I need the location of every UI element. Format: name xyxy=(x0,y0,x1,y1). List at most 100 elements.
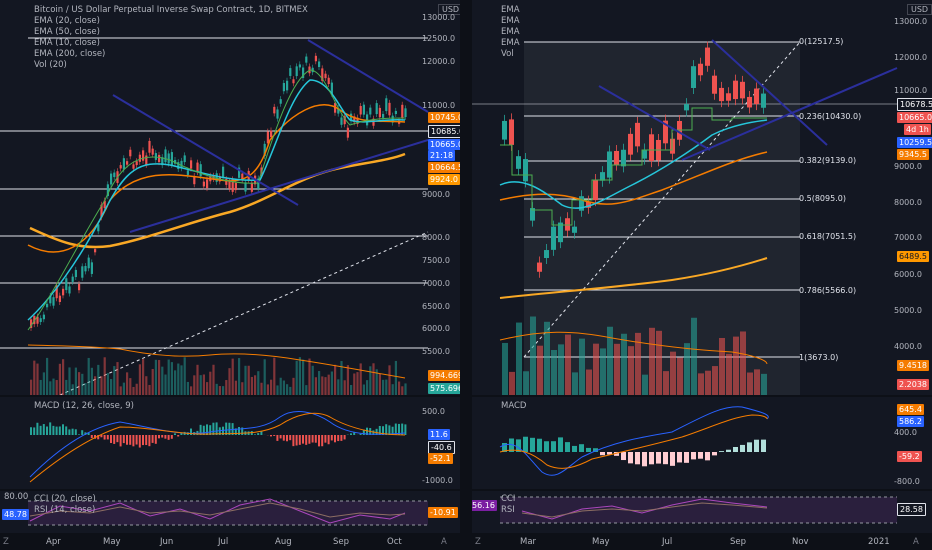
candle xyxy=(404,108,407,118)
right-rsi-legend[interactable]: RSI xyxy=(501,505,515,515)
right-a-button[interactable]: A xyxy=(913,537,919,547)
candle xyxy=(572,226,577,233)
right-countdown-tag: 4d 1h xyxy=(904,124,931,135)
volume-bar xyxy=(523,371,529,395)
left-macd-pane[interactable]: MACD (12, 26, close, 9) 500.0 -1000.0 11… xyxy=(0,397,460,489)
macd-bar xyxy=(202,425,205,435)
volume-bar xyxy=(298,357,301,395)
left-a-button[interactable]: A xyxy=(441,537,447,547)
left-legend-ema20[interactable]: EMA (20, close) xyxy=(34,16,100,26)
left-currency-button[interactable]: USD xyxy=(438,4,460,15)
candle xyxy=(359,106,362,115)
right-price-chart[interactable] xyxy=(472,0,932,395)
fib-level-label: 0.382(9139.0) xyxy=(799,156,857,165)
left-tick: 7000.0 xyxy=(422,279,450,288)
candle xyxy=(100,204,103,218)
candle xyxy=(337,108,340,114)
volume-bar xyxy=(366,380,369,395)
fib-level-label: 0.786(5566.0) xyxy=(799,286,857,295)
volume-bar xyxy=(334,364,337,395)
macd-bar xyxy=(30,427,32,435)
right-legend-ema[interactable]: EMA xyxy=(501,5,520,15)
macd-bar xyxy=(621,452,626,461)
left-legend-vol[interactable]: Vol (20) xyxy=(34,60,67,70)
candle xyxy=(180,160,183,169)
right-macd-chart[interactable] xyxy=(472,397,932,489)
candle xyxy=(46,303,49,308)
left-macd-legend[interactable]: MACD (12, 26, close, 9) xyxy=(34,401,134,411)
candle xyxy=(71,276,74,282)
volume-bar xyxy=(343,380,346,395)
candle xyxy=(231,179,234,192)
left-rsi-legend[interactable]: RSI (14, close) xyxy=(34,505,96,515)
macd-bar xyxy=(372,430,375,435)
macd-bar xyxy=(129,435,132,445)
right-cci-legend[interactable]: CCI xyxy=(501,494,516,504)
macd-bar xyxy=(279,435,282,439)
volume-bar xyxy=(193,375,196,395)
left-legend-ema10[interactable]: EMA (10, close) xyxy=(34,38,100,48)
macd-bar xyxy=(142,435,144,446)
left-macd-chart[interactable] xyxy=(0,397,460,489)
candle xyxy=(740,81,745,99)
candle xyxy=(324,73,327,79)
volume-bar xyxy=(270,379,273,395)
macd-bar xyxy=(151,435,154,443)
right-z-button[interactable]: Z xyxy=(475,537,481,547)
volume-bar xyxy=(712,366,718,395)
left-price-pane[interactable]: Bitcoin / US Dollar Perpetual Inverse Sw… xyxy=(0,0,460,395)
right-time-axis[interactable]: Z Mar May Jul Sep Nov 2021 A xyxy=(472,537,932,550)
right-osc-chart[interactable] xyxy=(472,491,932,533)
right-macd-pane[interactable]: MACD 400.0 -800.0 645.4 586.2 -59.2 xyxy=(472,397,932,489)
candle xyxy=(663,120,668,144)
macd-bar xyxy=(110,435,112,443)
right-macd-tag: 586.2 xyxy=(897,416,924,427)
candle xyxy=(129,149,132,157)
right-tick: 12000.0 xyxy=(894,53,928,62)
left-osc-chart[interactable] xyxy=(0,491,460,533)
volume-bar xyxy=(670,351,676,395)
volume-bar xyxy=(110,379,113,395)
volume-bar xyxy=(656,330,662,395)
volume-bar xyxy=(572,372,578,395)
left-osc-pane[interactable]: CCI (20, close) RSI (14, close) 80.00 48… xyxy=(0,491,460,533)
macd-bar xyxy=(385,424,388,435)
macd-bar xyxy=(119,435,122,447)
macd-bar xyxy=(177,435,180,437)
right-legend-ema[interactable]: EMA xyxy=(501,16,520,26)
right-price-pane[interactable]: EMA EMA EMA EMA Vol USD 0(12517.5) 0.236… xyxy=(472,0,932,395)
macd-bar xyxy=(572,445,577,452)
fib-level-label: 0.618(7051.5) xyxy=(799,232,857,241)
right-macd-legend[interactable]: MACD xyxy=(501,401,527,411)
right-month: Jul xyxy=(662,537,673,547)
candle xyxy=(206,179,209,189)
candle xyxy=(154,153,157,160)
right-osc-pane[interactable]: CCI RSI 56.16 28.58 xyxy=(472,491,932,533)
volume-bar xyxy=(42,372,45,395)
macd-bar xyxy=(145,435,148,446)
volume-bar xyxy=(558,344,564,395)
right-currency-button[interactable]: USD xyxy=(907,4,932,15)
left-price-chart[interactable] xyxy=(0,0,460,395)
right-legend-vol[interactable]: Vol xyxy=(501,49,514,59)
macd-bar xyxy=(164,435,167,439)
macd-bar xyxy=(292,435,295,447)
right-legend-ema[interactable]: EMA xyxy=(501,27,520,37)
volume-bar xyxy=(353,373,356,395)
volume-bar xyxy=(103,357,106,395)
left-z-button[interactable]: Z xyxy=(3,537,9,547)
macd-bar xyxy=(558,437,563,452)
candle xyxy=(90,262,93,274)
volume-bar xyxy=(273,357,276,395)
right-legend-ema[interactable]: EMA xyxy=(501,38,520,48)
candle xyxy=(754,88,759,105)
right-price-tag: 10665.0 xyxy=(897,112,932,123)
left-cci-legend[interactable]: CCI (20, close) xyxy=(34,494,96,504)
left-legend-ema50[interactable]: EMA (50, close) xyxy=(34,27,100,37)
candle xyxy=(607,151,612,178)
macd-bar xyxy=(705,452,710,461)
right-tick: 7000.0 xyxy=(894,233,922,242)
left-time-axis[interactable]: Z Apr May Jun Jul Aug Sep Oct A xyxy=(0,537,460,550)
candle xyxy=(190,160,193,169)
left-legend-ema200[interactable]: EMA (200, close) xyxy=(34,49,106,59)
